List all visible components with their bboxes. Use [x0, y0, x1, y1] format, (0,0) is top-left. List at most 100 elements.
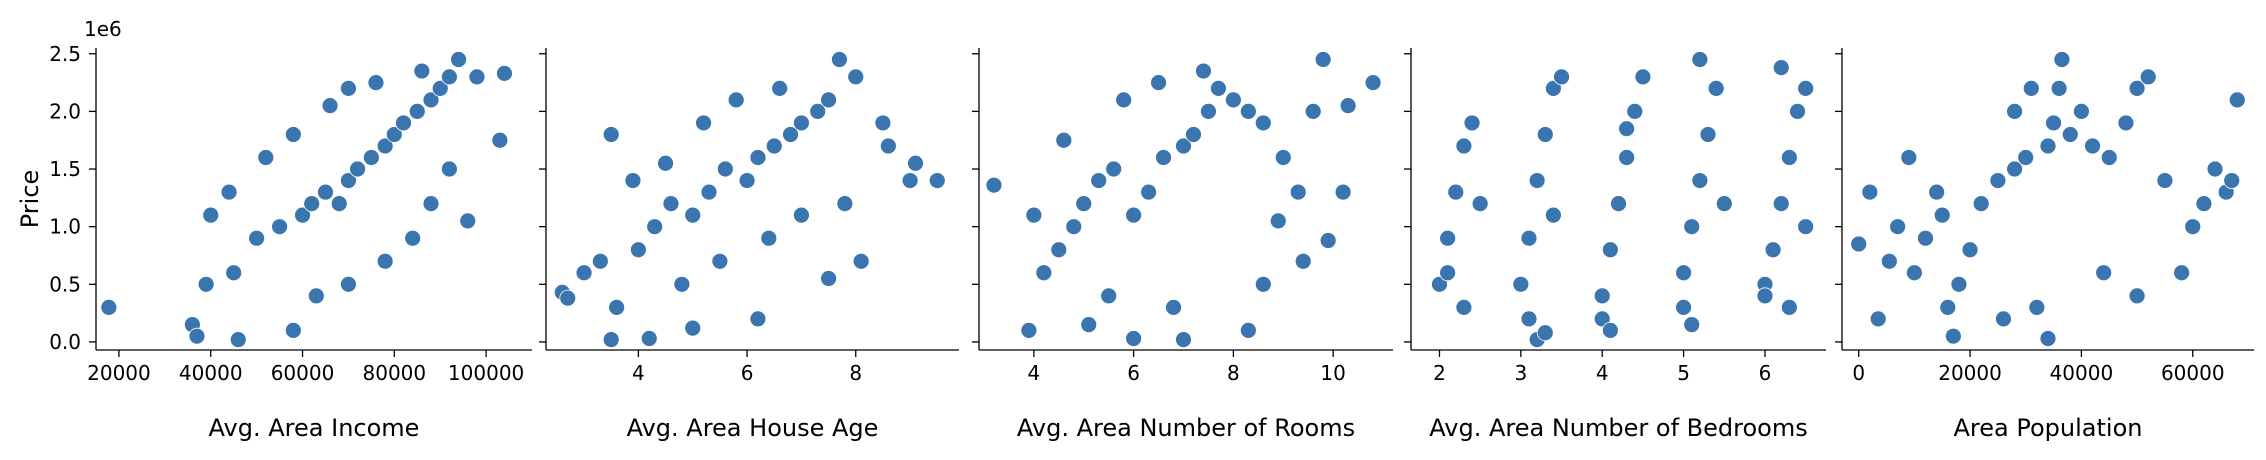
- data-point: [711, 252, 729, 270]
- data-point: [2139, 68, 2157, 86]
- data-point: [2061, 126, 2079, 143]
- data-point: [413, 62, 431, 80]
- data-point: [1195, 62, 1212, 80]
- data-point: [257, 149, 275, 166]
- data-point: [1471, 195, 1489, 213]
- x-tick-label: 5: [1677, 361, 1690, 385]
- data-point: [1933, 206, 1951, 224]
- data-point: [1254, 114, 1272, 132]
- data-point: [1900, 149, 1918, 166]
- data-point: [1185, 126, 1202, 143]
- data-point: [700, 183, 718, 201]
- data-point: [1055, 131, 1073, 149]
- data-point: [197, 275, 215, 293]
- data-point: [1339, 97, 1357, 115]
- data-point: [765, 137, 783, 155]
- x-tick-label: 6: [1759, 361, 1772, 385]
- data-point: [928, 172, 946, 189]
- data-point: [782, 126, 799, 143]
- data-point: [738, 172, 756, 189]
- data-point: [1150, 74, 1167, 91]
- data-point: [1254, 275, 1272, 293]
- data-point: [1210, 79, 1227, 97]
- data-point: [907, 154, 924, 172]
- data-point: [1610, 195, 1627, 213]
- data-point: [1364, 74, 1382, 91]
- data-point: [1683, 316, 1701, 334]
- data-point: [2022, 79, 2040, 97]
- data-point: [1175, 137, 1192, 155]
- data-point: [1439, 229, 1457, 247]
- data-point: [820, 91, 837, 109]
- data-point: [376, 252, 394, 270]
- scatter-panel-5: 0 20000 40000 60000 Area Population: [1835, 48, 2254, 442]
- data-point: [1593, 287, 1611, 305]
- data-point: [1618, 149, 1636, 166]
- data-point: [1593, 310, 1611, 328]
- data-point: [2128, 79, 2146, 97]
- x-axis-label: Avg. Area Number of Rooms: [1017, 414, 1355, 442]
- data-point: [1020, 322, 1038, 339]
- y-tick-label: 2.0: [49, 99, 81, 123]
- data-point: [749, 149, 767, 166]
- data-point: [1239, 102, 1257, 120]
- data-point: [727, 91, 745, 109]
- data-point: [901, 172, 919, 189]
- x-tick-label: 60000: [271, 361, 335, 385]
- data-point: [1618, 120, 1636, 138]
- data-point: [1115, 91, 1133, 109]
- data-point: [1601, 322, 1619, 339]
- data-point: [1520, 229, 1538, 247]
- data-point: [1707, 79, 1725, 97]
- data-point: [1917, 229, 1934, 247]
- x-tick-label: 20000: [1938, 361, 2002, 385]
- data-point: [1675, 298, 1692, 316]
- data-point: [1691, 51, 1709, 68]
- data-point: [684, 319, 702, 337]
- x-tick-label: 60000: [2161, 361, 2225, 385]
- data-point: [771, 79, 789, 97]
- y-tick-label: 1.5: [49, 157, 81, 181]
- data-point: [408, 102, 426, 120]
- data-point: [1553, 68, 1570, 86]
- data-point: [657, 154, 674, 172]
- data-point: [1319, 232, 1337, 249]
- x-tick-label: 3: [1514, 361, 1527, 385]
- data-point: [1545, 206, 1562, 224]
- data-point: [2053, 51, 2071, 68]
- y-tick-label: 0.5: [49, 272, 81, 296]
- data-point: [2039, 137, 2057, 155]
- data-point: [1140, 183, 1157, 201]
- data-point: [2195, 195, 2213, 213]
- data-point: [340, 79, 357, 97]
- x-tick-label: 8: [1227, 361, 1240, 385]
- data-point: [2017, 149, 2035, 166]
- data-point: [422, 195, 440, 213]
- y-tick-label: 1.0: [49, 215, 81, 239]
- x-tick-label: 80000: [363, 361, 427, 385]
- data-point: [2095, 264, 2113, 282]
- data-point: [294, 206, 311, 224]
- data-point: [385, 126, 403, 143]
- data-point: [422, 91, 440, 109]
- data-point: [1715, 195, 1733, 213]
- data-point: [793, 114, 810, 132]
- data-point: [468, 68, 486, 86]
- data-point: [1439, 264, 1457, 282]
- data-point: [491, 131, 509, 149]
- x-axis-label: Area Population: [1954, 414, 2143, 442]
- data-point: [496, 64, 513, 82]
- scatter-points: [553, 51, 946, 349]
- data-point: [1314, 51, 1332, 68]
- y-tick-label: 0.0: [49, 330, 81, 354]
- data-point: [1989, 172, 2007, 189]
- data-point: [1772, 195, 1790, 213]
- data-point: [1869, 310, 1887, 328]
- data-point: [1536, 126, 1554, 143]
- data-point: [1025, 206, 1043, 224]
- data-point: [559, 289, 577, 307]
- data-point: [673, 275, 691, 293]
- y-offset-label: 1e6: [84, 17, 122, 41]
- data-point: [248, 229, 266, 247]
